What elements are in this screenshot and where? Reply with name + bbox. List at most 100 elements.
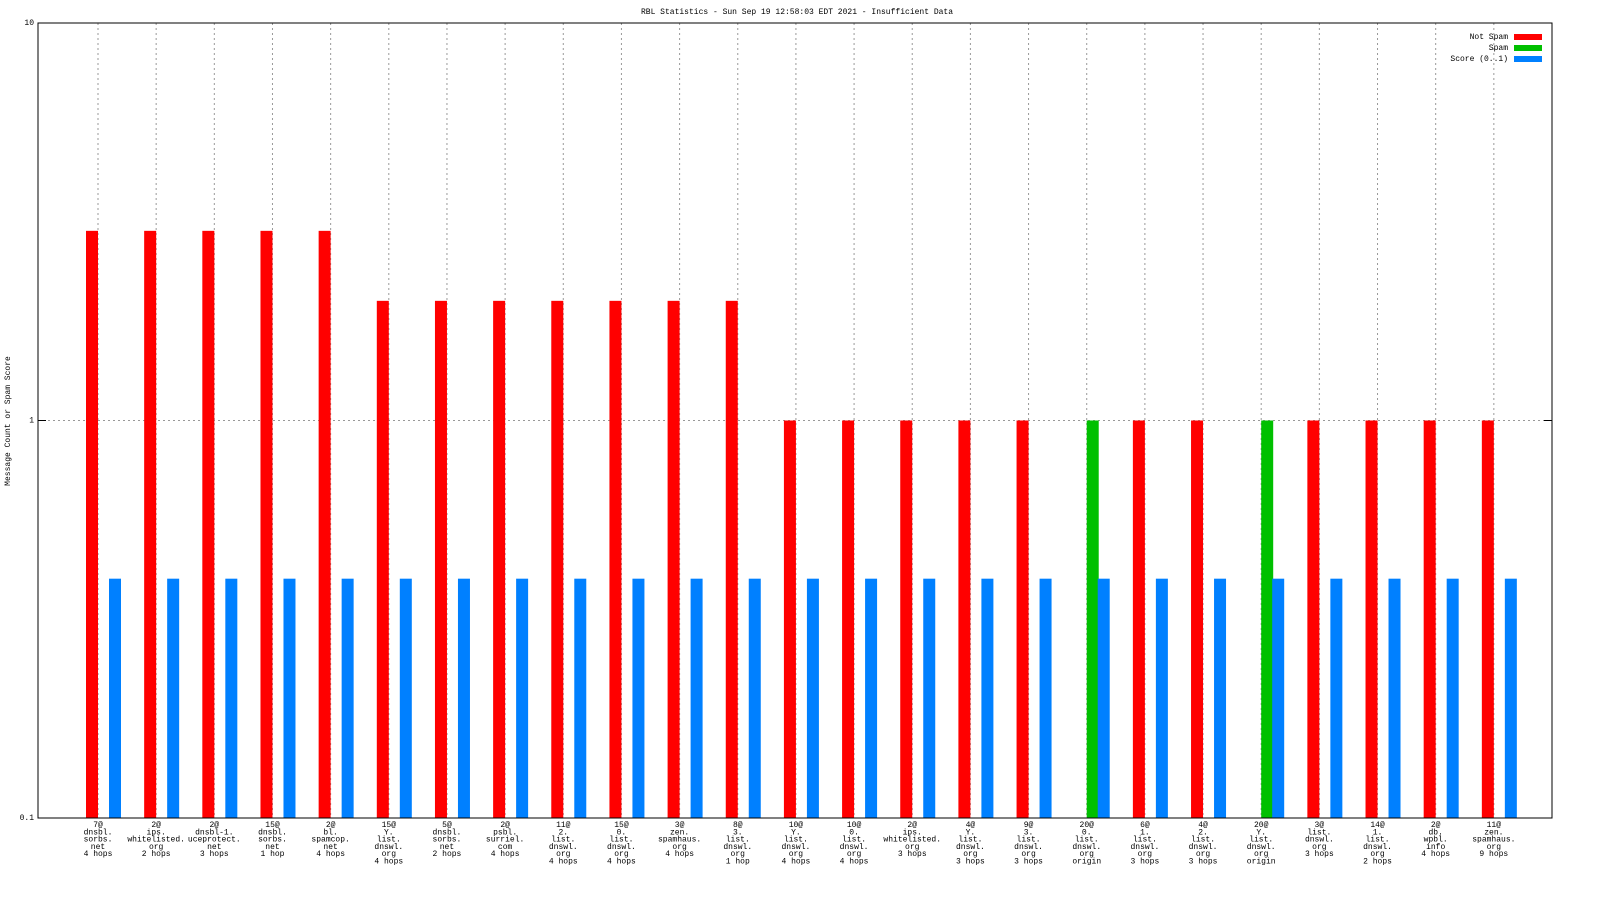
x-tick-line: dnswl.	[1305, 836, 1334, 845]
legend-label: Score (0..1)	[1450, 55, 1508, 64]
x-tick-line: 10@	[789, 821, 804, 830]
x-tick-line: wpbl.	[1424, 836, 1448, 845]
bar	[923, 578, 936, 818]
x-tick-label: 10@ Y. list. dnswl. org 4 hops	[782, 821, 811, 867]
x-tick-line: org	[672, 843, 687, 852]
x-tick-line: dnswl.	[549, 843, 578, 852]
x-tick-line: org	[1080, 850, 1095, 859]
x-tick-label: 8@ 3. list. dnswl. org 1 hop	[723, 821, 752, 867]
x-tick-line: dnswl.	[607, 843, 636, 852]
x-tick-line: org	[1487, 843, 1502, 852]
x-tick-line: 3 hops	[1189, 858, 1218, 867]
x-tick-line: dnswl.	[723, 843, 752, 852]
legend-swatch	[1514, 56, 1542, 62]
x-tick-line: spamhaus.	[658, 836, 701, 845]
x-tick-line: 20@	[1080, 821, 1095, 830]
x-tick-line: 11@	[556, 821, 571, 830]
bar	[318, 230, 331, 818]
x-tick-line: list.	[1307, 828, 1331, 837]
y-tick-label: 0.1	[20, 814, 35, 823]
x-tick-label: 2@ bl. spamcop. net 4 hops	[311, 821, 349, 859]
x-tick-line: Y.	[791, 828, 801, 837]
x-tick-line: 2@	[500, 821, 510, 830]
x-tick-line: spamhaus.	[1472, 836, 1515, 845]
x-tick-line: 9 hops	[1479, 850, 1508, 859]
bar	[806, 578, 819, 818]
x-tick-line: list.	[784, 836, 808, 845]
x-tick-line: dnsbl.	[84, 828, 113, 837]
x-tick-line: list.	[726, 836, 750, 845]
x-tick-line: 4 hops	[549, 858, 578, 867]
bar	[1132, 420, 1145, 818]
x-tick-line: sorbs.	[433, 836, 462, 845]
x-tick-line: 3 hops	[1130, 858, 1159, 867]
x-tick-line: 4 hops	[374, 858, 403, 867]
plot-border	[37, 22, 1553, 819]
x-tick-label: 11@ zen. spamhaus. org 9 hops	[1472, 821, 1515, 859]
x-tick-label: 20@ Y. list. dnswl. org origin	[1247, 821, 1276, 867]
x-tick-line: org	[1138, 850, 1153, 859]
bar	[1016, 420, 1029, 818]
x-tick-line: 6@	[1140, 821, 1150, 830]
bar	[1446, 578, 1459, 818]
x-tick-line: ips.	[147, 828, 166, 837]
legend-swatch	[1514, 45, 1542, 51]
x-tick-line: org	[149, 843, 164, 852]
x-tick-line: 3.	[733, 828, 743, 837]
x-tick-line: Y.	[966, 828, 976, 837]
x-tick-line: 3 hops	[1305, 850, 1334, 859]
x-tick-line: 2 hops	[142, 850, 171, 859]
bar	[609, 300, 622, 818]
bar	[341, 578, 354, 818]
x-tick-label: 10@ 0. list. dnswl. org 4 hops	[840, 821, 869, 867]
x-tick-line: org	[789, 850, 804, 859]
x-tick-line: sorbs.	[258, 836, 287, 845]
x-tick-line: list.	[609, 836, 633, 845]
x-tick-line: net	[207, 843, 221, 852]
bar	[1388, 578, 1401, 818]
x-tick-line: org	[614, 850, 629, 859]
bar	[376, 300, 389, 818]
x-tick-label: 2@ db. wpbl. info 4 hops	[1421, 821, 1450, 859]
x-tick-line: 3 hops	[898, 850, 927, 859]
bar	[260, 230, 273, 818]
bar	[1191, 420, 1204, 818]
x-tick-line: list.	[377, 836, 401, 845]
x-tick-line: 15@	[382, 821, 397, 830]
bar	[516, 578, 529, 818]
x-tick-line: whitelisted.	[883, 836, 941, 845]
bar	[958, 420, 971, 818]
x-tick-label: 4@ 2. list. dnswl. org 3 hops	[1189, 821, 1218, 867]
x-tick-line: dnswl.	[840, 843, 869, 852]
bar	[748, 578, 761, 818]
x-tick-line: dnswl.	[782, 843, 811, 852]
x-tick-line: 3@	[1315, 821, 1325, 830]
y-tick-label: 1	[29, 417, 34, 426]
x-tick-label: 2@ ips. whitelisted. org 3 hops	[883, 821, 941, 859]
bar	[167, 578, 180, 818]
legend-label: Not Spam	[1470, 33, 1509, 42]
x-tick-line: list.	[1133, 836, 1157, 845]
x-tick-line: 2@	[151, 821, 161, 830]
y-tick-label: 10	[24, 19, 34, 28]
x-tick-label: 15@ 0. list. dnswl. org 4 hops	[607, 821, 636, 867]
x-tick-line: 2.	[558, 828, 568, 837]
x-tick-line: 1.	[1140, 828, 1150, 837]
bar	[283, 578, 296, 818]
x-tick-line: 3.	[1024, 828, 1034, 837]
x-tick-line: 2@	[326, 821, 336, 830]
x-tick-line: uceprotect.	[188, 836, 241, 845]
bar	[574, 578, 587, 818]
x-tick-label: 20@ 0. list. dnswl. org origin	[1072, 821, 1101, 867]
bar	[144, 230, 157, 818]
x-tick-line: 2@	[907, 821, 917, 830]
bar	[551, 300, 564, 818]
x-tick-line: dnswl.	[1130, 843, 1159, 852]
x-tick-line: org	[1254, 850, 1269, 859]
x-tick-line: org	[1021, 850, 1036, 859]
x-tick-line: 9@	[1024, 821, 1034, 830]
x-tick-line: list.	[1366, 836, 1390, 845]
x-tick-line: 4 hops	[316, 850, 345, 859]
x-tick-line: origin	[1072, 858, 1101, 867]
